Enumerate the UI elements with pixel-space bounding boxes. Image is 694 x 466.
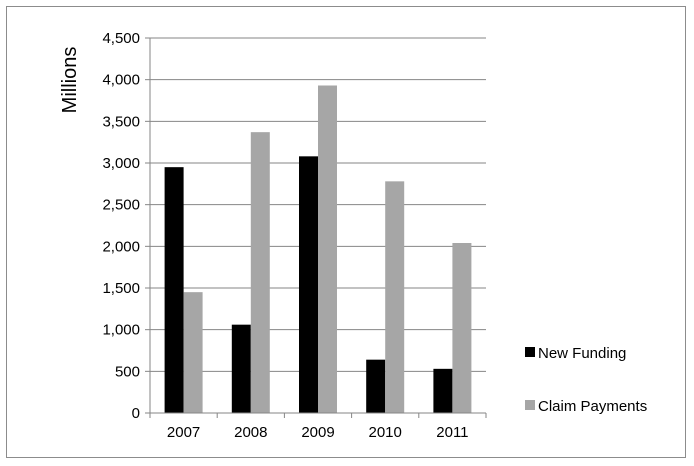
bar-new-funding-2009 — [299, 156, 318, 414]
bar-claim-payments-2008 — [250, 132, 270, 413]
x-tick-label: 2009 — [301, 424, 334, 441]
y-tick-label: 1,500 — [102, 280, 140, 297]
y-tick-label: 2,000 — [102, 238, 140, 255]
y-axis-label: Millions — [59, 47, 81, 114]
x-tick-label: 2010 — [369, 424, 402, 441]
bars — [164, 85, 472, 414]
chart-frame — [6, 6, 686, 458]
x-tick-label: 2008 — [234, 424, 267, 441]
bar-claim-payments-2009 — [318, 85, 337, 413]
legend-swatch — [525, 400, 535, 410]
x-tick-labels: 2007 2008 2009 2010 2011 — [167, 424, 469, 441]
bar-claim-payments-2011 — [452, 243, 472, 413]
bar-new-funding-2010 — [366, 359, 386, 413]
legend-label: Claim Payments — [538, 398, 647, 415]
y-tick-label: 3,000 — [102, 155, 140, 172]
y-tick-label: 1,000 — [102, 322, 140, 339]
bar-new-funding-2007 — [164, 167, 184, 413]
y-tick-label: 500 — [115, 363, 140, 380]
axes — [149, 38, 487, 418]
bar-new-funding-2011 — [433, 368, 453, 413]
y-tick-label: 0 — [132, 405, 140, 422]
legend-swatch — [525, 347, 535, 357]
bar-claim-payments-2007 — [183, 292, 203, 413]
x-tick-label: 2011 — [436, 424, 468, 441]
legend: New Funding Claim Payments — [525, 345, 647, 415]
bar-claim-payments-2010 — [385, 181, 405, 413]
bar-new-funding-2008 — [231, 324, 251, 413]
y-tick-label: 3,500 — [102, 113, 140, 130]
x-tick-label: 2007 — [167, 424, 200, 441]
y-tick-label: 4,000 — [102, 72, 140, 89]
y-tick-label: 4,500 — [102, 30, 140, 47]
legend-label: New Funding — [538, 345, 626, 362]
y-tick-labels: 0 500 1,000 1,500 2,000 2,500 3,000 3,500 4,000 4… — [102, 30, 140, 422]
y-tick-label: 2,500 — [102, 197, 140, 214]
